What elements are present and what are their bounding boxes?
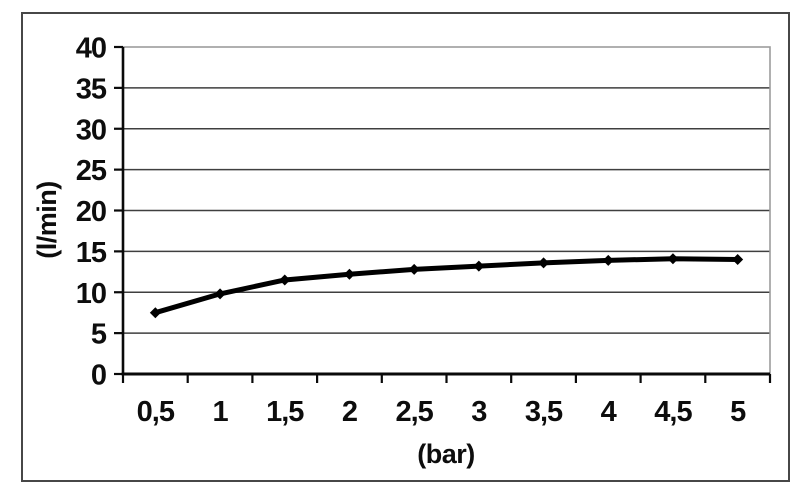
svg-text:2,5: 2,5	[395, 396, 433, 428]
svg-text:25: 25	[76, 155, 107, 187]
svg-text:20: 20	[76, 196, 106, 228]
svg-text:30: 30	[76, 114, 106, 146]
svg-text:35: 35	[76, 73, 107, 105]
y-axis-title: (l/min)	[32, 181, 62, 259]
svg-text:3: 3	[471, 396, 487, 428]
svg-text:3,5: 3,5	[525, 396, 563, 428]
svg-text:5: 5	[730, 396, 746, 428]
svg-text:10: 10	[76, 278, 106, 310]
svg-text:15: 15	[76, 237, 107, 269]
svg-text:1,5: 1,5	[266, 396, 304, 428]
svg-text:4: 4	[601, 396, 617, 428]
svg-text:5: 5	[91, 319, 107, 351]
svg-text:4,5: 4,5	[654, 396, 692, 428]
svg-text:40: 40	[76, 33, 106, 65]
x-axis-title: (bar)	[417, 439, 475, 469]
chart-frame: 0 5 10 15 20 25 30 35 40 0,5 1 1,5 2 2,5 3 3,5 4 4,5 5 (l/…	[21, 12, 790, 482]
svg-text:2: 2	[342, 396, 357, 428]
line-chart: 0 5 10 15 20 25 30 35 40 0,5 1 1,5 2 2,5 3 3,5 4 4,5 5	[76, 33, 772, 428]
svg-text:1: 1	[212, 396, 228, 428]
svg-text:0: 0	[91, 360, 106, 392]
svg-text:0,5: 0,5	[137, 396, 175, 428]
